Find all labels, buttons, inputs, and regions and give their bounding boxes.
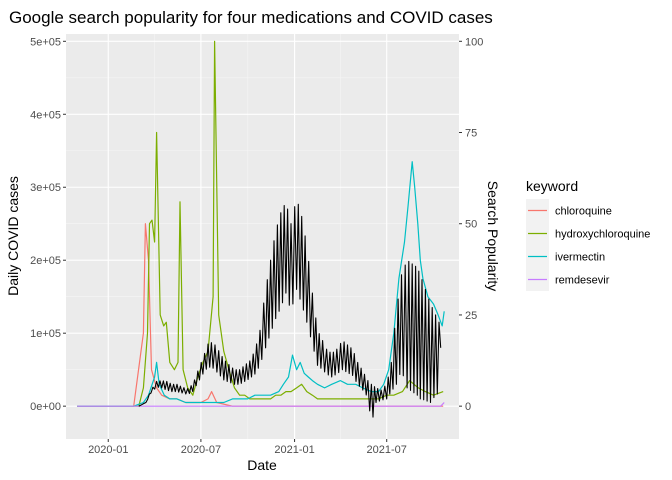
legend-label: remdesevir xyxy=(555,275,610,287)
x-tick-label: 2021-07 xyxy=(367,444,407,456)
x-tick-label: 2020-01 xyxy=(88,444,128,456)
y2-axis-title: Search Popularity xyxy=(485,181,501,292)
y-tick-label: 0e+00 xyxy=(30,401,61,413)
left-y-axis: 0e+00 1e+05 2e+05 3e+05 4e+05 5e+05 xyxy=(30,36,66,413)
y2-tick-label: 100 xyxy=(465,36,483,48)
legend-title: keyword xyxy=(526,178,578,194)
y2-tick-label: 75 xyxy=(465,128,477,140)
legend-items: chloroquine hydroxychloroquine ivermectin r… xyxy=(526,199,650,291)
covid-cases-line xyxy=(138,203,442,418)
legend: keyword chloroquine hydroxychloroquine ive… xyxy=(526,178,650,291)
y-tick-label: 5e+05 xyxy=(30,36,61,48)
y2-tick-label: 50 xyxy=(465,219,477,231)
legend-label: ivermectin xyxy=(555,252,605,264)
right-y-axis: 0 25 50 75 100 xyxy=(459,36,483,413)
chart-title: Google search popularity for four medica… xyxy=(9,8,493,27)
y-tick-label: 4e+05 xyxy=(30,109,61,121)
plot-panel xyxy=(66,34,459,439)
y-axis-title: Daily COVID cases xyxy=(5,176,21,296)
minor-gridlines xyxy=(66,34,459,439)
y2-tick-label: 25 xyxy=(465,310,477,322)
y-tick-label: 3e+05 xyxy=(30,182,61,194)
search-popularity-lines xyxy=(77,40,445,407)
y-tick-label: 2e+05 xyxy=(30,255,61,267)
x-axis-title: Date xyxy=(247,457,277,473)
covid-cases-path xyxy=(138,203,442,418)
x-tick-label: 2020-07 xyxy=(181,444,221,456)
y2-tick-label: 0 xyxy=(465,401,471,413)
x-axis: 2020-01 2020-07 2021-01 2021-07 xyxy=(88,439,407,456)
series-line-hydroxychloroquine xyxy=(77,40,444,407)
x-tick-label: 2021-01 xyxy=(274,444,314,456)
legend-label: hydroxychloroquine xyxy=(555,229,650,241)
legend-label: chloroquine xyxy=(555,206,612,218)
y-tick-label: 1e+05 xyxy=(30,328,61,340)
series-line-ivermectin xyxy=(77,161,445,407)
